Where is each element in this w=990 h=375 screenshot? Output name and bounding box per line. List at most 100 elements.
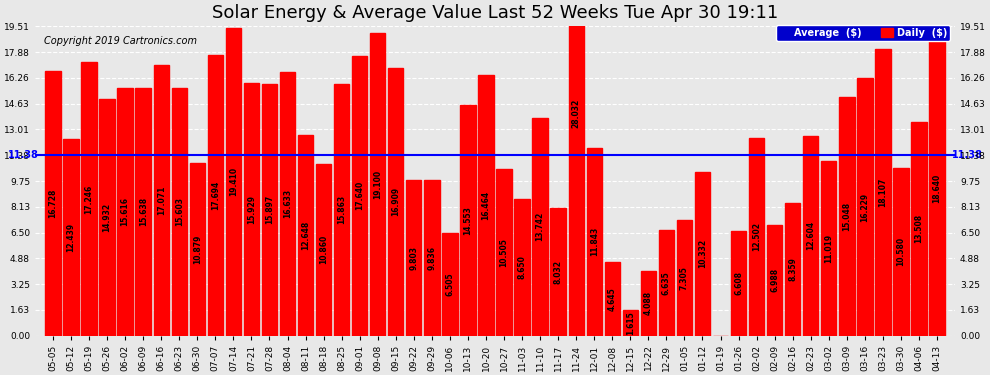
Bar xyxy=(370,33,385,336)
Text: 18.107: 18.107 xyxy=(878,177,887,207)
Bar xyxy=(840,97,854,336)
Bar xyxy=(153,65,169,336)
Bar xyxy=(316,164,332,336)
Legend: Average  ($), Daily  ($): Average ($), Daily ($) xyxy=(776,25,950,41)
Bar xyxy=(586,148,602,336)
Bar xyxy=(677,220,692,336)
Text: 12.439: 12.439 xyxy=(66,222,75,252)
Text: 9.836: 9.836 xyxy=(428,246,437,270)
Text: 15.048: 15.048 xyxy=(842,202,851,231)
Bar xyxy=(695,172,710,336)
Text: 4.645: 4.645 xyxy=(608,287,617,310)
Text: 9.803: 9.803 xyxy=(409,246,419,270)
Text: 10.879: 10.879 xyxy=(193,235,202,264)
Text: 6.505: 6.505 xyxy=(446,272,454,296)
Bar xyxy=(244,83,259,336)
Text: Copyright 2019 Cartronics.com: Copyright 2019 Cartronics.com xyxy=(45,36,197,46)
Bar xyxy=(568,0,584,336)
Text: 14.553: 14.553 xyxy=(463,206,472,235)
Bar xyxy=(478,75,494,336)
Bar xyxy=(912,122,927,336)
Text: 8.359: 8.359 xyxy=(788,257,797,281)
Bar xyxy=(443,232,457,336)
Text: 28.032: 28.032 xyxy=(571,99,581,128)
Bar xyxy=(334,84,349,336)
Text: 19.410: 19.410 xyxy=(229,167,238,196)
Bar xyxy=(641,271,656,336)
Text: 13.508: 13.508 xyxy=(915,214,924,243)
Bar xyxy=(893,168,909,336)
Bar xyxy=(424,180,440,336)
Bar xyxy=(171,88,187,336)
Text: 12.604: 12.604 xyxy=(806,221,815,250)
Text: 11.843: 11.843 xyxy=(590,227,599,256)
Bar xyxy=(605,262,620,336)
Title: Solar Energy & Average Value Last 52 Weeks Tue Apr 30 19:11: Solar Energy & Average Value Last 52 Wee… xyxy=(212,4,778,22)
Bar xyxy=(930,40,944,336)
Bar xyxy=(118,88,133,336)
Text: 6.635: 6.635 xyxy=(662,271,671,295)
Text: 11.38: 11.38 xyxy=(8,150,39,160)
Text: 17.071: 17.071 xyxy=(156,186,165,215)
Bar xyxy=(857,78,872,336)
Text: 15.603: 15.603 xyxy=(175,198,184,226)
Text: 11.38: 11.38 xyxy=(951,150,982,160)
Text: 15.638: 15.638 xyxy=(139,197,148,226)
Text: 4.088: 4.088 xyxy=(644,291,652,315)
Bar xyxy=(226,28,241,336)
Text: 15.897: 15.897 xyxy=(265,195,274,224)
Text: 11.019: 11.019 xyxy=(825,234,834,263)
Bar xyxy=(550,209,566,336)
Bar xyxy=(81,62,97,336)
Bar xyxy=(190,163,205,336)
Text: 6.608: 6.608 xyxy=(734,271,743,295)
Text: 10.332: 10.332 xyxy=(698,239,707,268)
Bar xyxy=(63,138,78,336)
Text: 15.863: 15.863 xyxy=(338,195,346,225)
Text: 16.464: 16.464 xyxy=(481,190,490,220)
Text: 13.742: 13.742 xyxy=(536,212,544,242)
Text: 15.616: 15.616 xyxy=(121,197,130,226)
Bar xyxy=(280,72,295,336)
Text: 12.502: 12.502 xyxy=(752,222,761,251)
Text: 14.932: 14.932 xyxy=(103,203,112,232)
Text: 17.246: 17.246 xyxy=(84,184,93,214)
Bar xyxy=(623,310,638,336)
Bar xyxy=(261,84,277,336)
Bar xyxy=(136,88,150,336)
Bar xyxy=(46,70,60,336)
Text: 12.648: 12.648 xyxy=(301,221,310,250)
Text: 8.650: 8.650 xyxy=(518,255,527,279)
Text: 1.615: 1.615 xyxy=(626,311,635,334)
Text: 15.929: 15.929 xyxy=(247,195,256,224)
Bar xyxy=(460,105,475,336)
Text: 16.728: 16.728 xyxy=(49,188,57,218)
Bar xyxy=(749,138,764,336)
Bar xyxy=(406,180,422,336)
Bar xyxy=(515,198,530,336)
Bar xyxy=(388,68,404,336)
Bar xyxy=(875,49,891,336)
Text: 8.032: 8.032 xyxy=(553,260,562,284)
Bar xyxy=(352,56,367,336)
Text: 17.640: 17.640 xyxy=(355,181,364,210)
Text: 18.640: 18.640 xyxy=(933,173,941,202)
Bar xyxy=(785,203,800,336)
Text: 19.100: 19.100 xyxy=(373,170,382,199)
Bar xyxy=(803,136,819,336)
Text: 10.505: 10.505 xyxy=(500,238,509,267)
Bar xyxy=(533,118,547,336)
Bar xyxy=(208,55,223,336)
Text: 6.988: 6.988 xyxy=(770,268,779,292)
Text: 10.860: 10.860 xyxy=(319,235,328,264)
Bar xyxy=(99,99,115,336)
Bar xyxy=(731,231,746,336)
Bar xyxy=(821,161,837,336)
Bar xyxy=(496,169,512,336)
Text: 16.229: 16.229 xyxy=(860,192,869,222)
Text: 7.305: 7.305 xyxy=(680,266,689,290)
Text: 16.633: 16.633 xyxy=(283,189,292,218)
Text: 10.580: 10.580 xyxy=(897,237,906,266)
Bar xyxy=(298,135,313,336)
Bar xyxy=(658,231,674,336)
